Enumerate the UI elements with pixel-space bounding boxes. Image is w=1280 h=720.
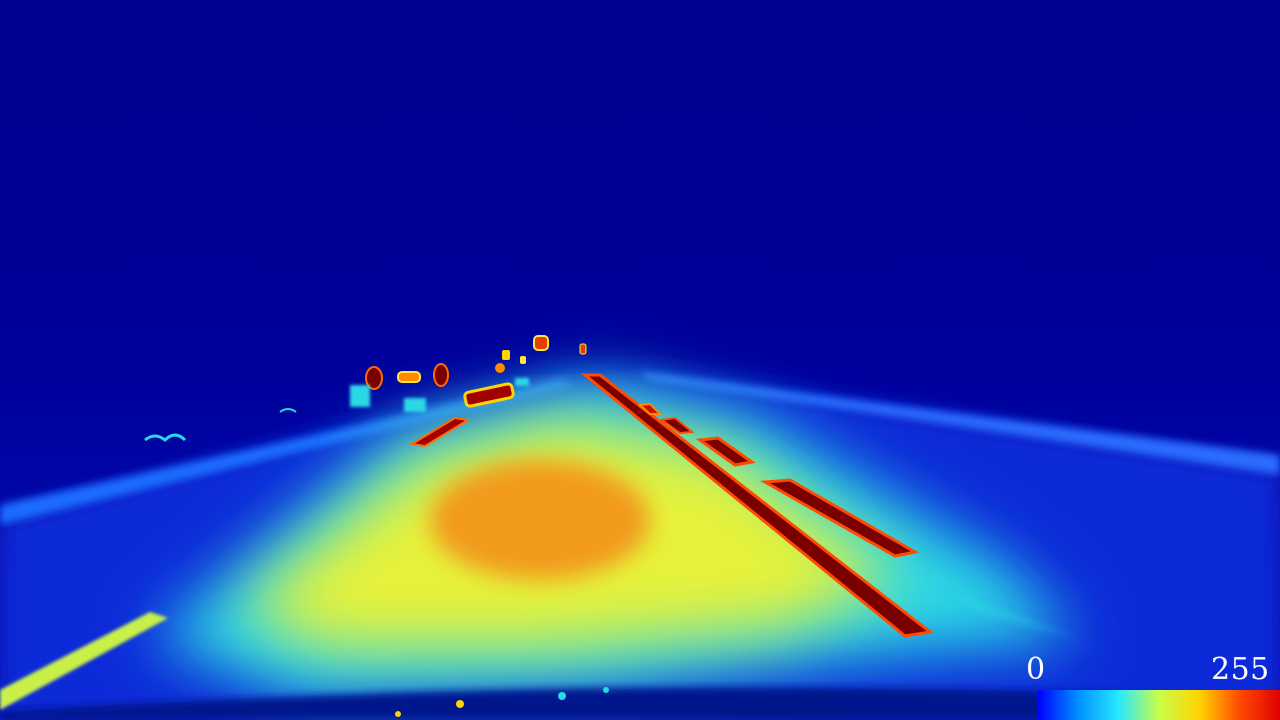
headlight-glow-core	[430, 460, 650, 580]
colorbar-max-label: 255	[1211, 652, 1270, 688]
colorbar-min-label: 0	[1026, 652, 1046, 688]
colorbar	[1038, 690, 1280, 720]
